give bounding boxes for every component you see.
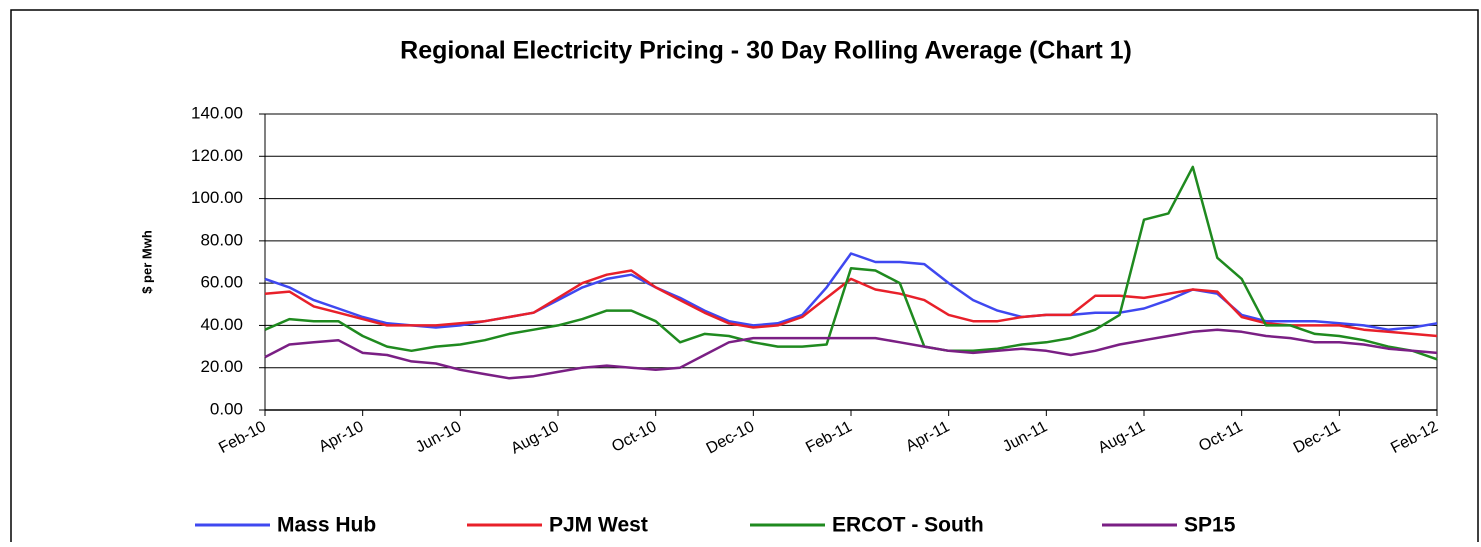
y-tick-label: 80.00 — [200, 230, 243, 249]
y-tick-label: 140.00 — [191, 103, 243, 122]
chart-title: Regional Electricity Pricing - 30 Day Ro… — [400, 37, 1132, 65]
legend-label: PJM West — [549, 514, 648, 537]
chart-frame — [10, 9, 1479, 547]
y-tick-label: 40.00 — [200, 315, 243, 334]
y-tick-label: 20.00 — [200, 357, 243, 376]
y-tick-label: 120.00 — [191, 146, 243, 165]
y-axis-label: $ per Mwh — [139, 230, 154, 294]
legend-label: ERCOT - South — [832, 514, 984, 537]
legend-label: SP15 — [1184, 514, 1236, 537]
y-tick-label: 100.00 — [191, 188, 243, 207]
series-line — [264, 165, 1438, 361]
series-line — [264, 269, 1438, 338]
legend-label: Mass Hub — [277, 514, 376, 537]
y-tick-label: 60.00 — [200, 273, 243, 292]
series-line — [264, 328, 1438, 380]
series-line — [264, 252, 1438, 331]
y-tick-label: 0.00 — [210, 399, 243, 418]
